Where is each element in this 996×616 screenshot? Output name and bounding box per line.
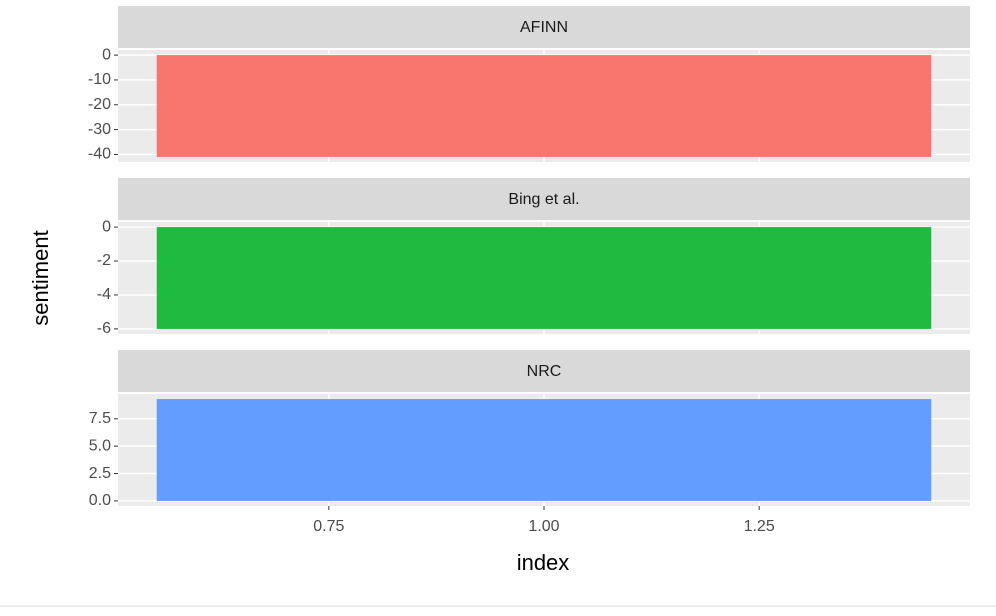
strip-label: AFINN <box>520 19 568 36</box>
strip <box>118 6 970 48</box>
y-tick-label: -20 <box>88 96 111 113</box>
y-tick-label: -6 <box>97 320 111 337</box>
y-tick-label: -10 <box>88 71 111 88</box>
strip-label: Bing et al. <box>508 191 579 208</box>
y-tick-label: 5.0 <box>89 437 111 454</box>
y-tick-label: 0 <box>102 46 111 63</box>
y-tick-label: 2.5 <box>89 465 111 482</box>
strip <box>118 350 970 392</box>
y-tick-label: -2 <box>97 252 111 269</box>
y-axis-title: sentiment <box>28 230 53 325</box>
x-axis-title: index <box>517 550 570 575</box>
y-tick-label: 7.5 <box>89 410 111 427</box>
bar <box>156 399 932 501</box>
y-tick-label: -30 <box>88 121 111 138</box>
y-tick-label: 0 <box>102 218 111 235</box>
x-tick-label: 1.25 <box>744 518 775 535</box>
bar <box>156 227 932 329</box>
x-tick-label: 1.00 <box>528 518 559 535</box>
strip-label: NRC <box>527 363 562 380</box>
y-tick-label: -40 <box>88 146 111 163</box>
y-tick-label: -4 <box>97 286 111 303</box>
y-tick-label: 0.0 <box>89 492 111 509</box>
strip <box>118 178 970 220</box>
x-tick-label: 0.75 <box>313 518 344 535</box>
bar <box>156 55 932 157</box>
